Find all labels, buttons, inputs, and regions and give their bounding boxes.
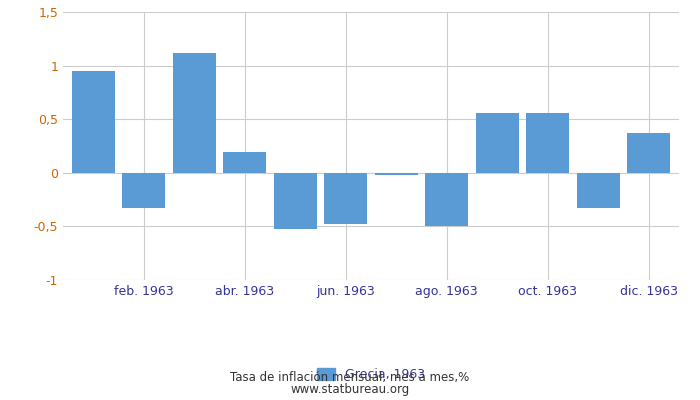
Bar <box>173 53 216 173</box>
Text: Tasa de inflación mensual, mes a mes,%: Tasa de inflación mensual, mes a mes,% <box>230 372 470 384</box>
Bar <box>274 173 316 228</box>
Bar <box>627 133 670 173</box>
Bar <box>426 173 468 226</box>
Bar <box>526 113 569 173</box>
Text: www.statbureau.org: www.statbureau.org <box>290 384 410 396</box>
Bar <box>324 173 368 224</box>
Bar <box>72 71 115 173</box>
Bar <box>476 113 519 173</box>
Bar <box>223 152 266 173</box>
Bar <box>122 173 165 208</box>
Legend: Grecia, 1963: Grecia, 1963 <box>312 363 430 386</box>
Bar <box>374 173 418 175</box>
Bar <box>577 173 620 208</box>
